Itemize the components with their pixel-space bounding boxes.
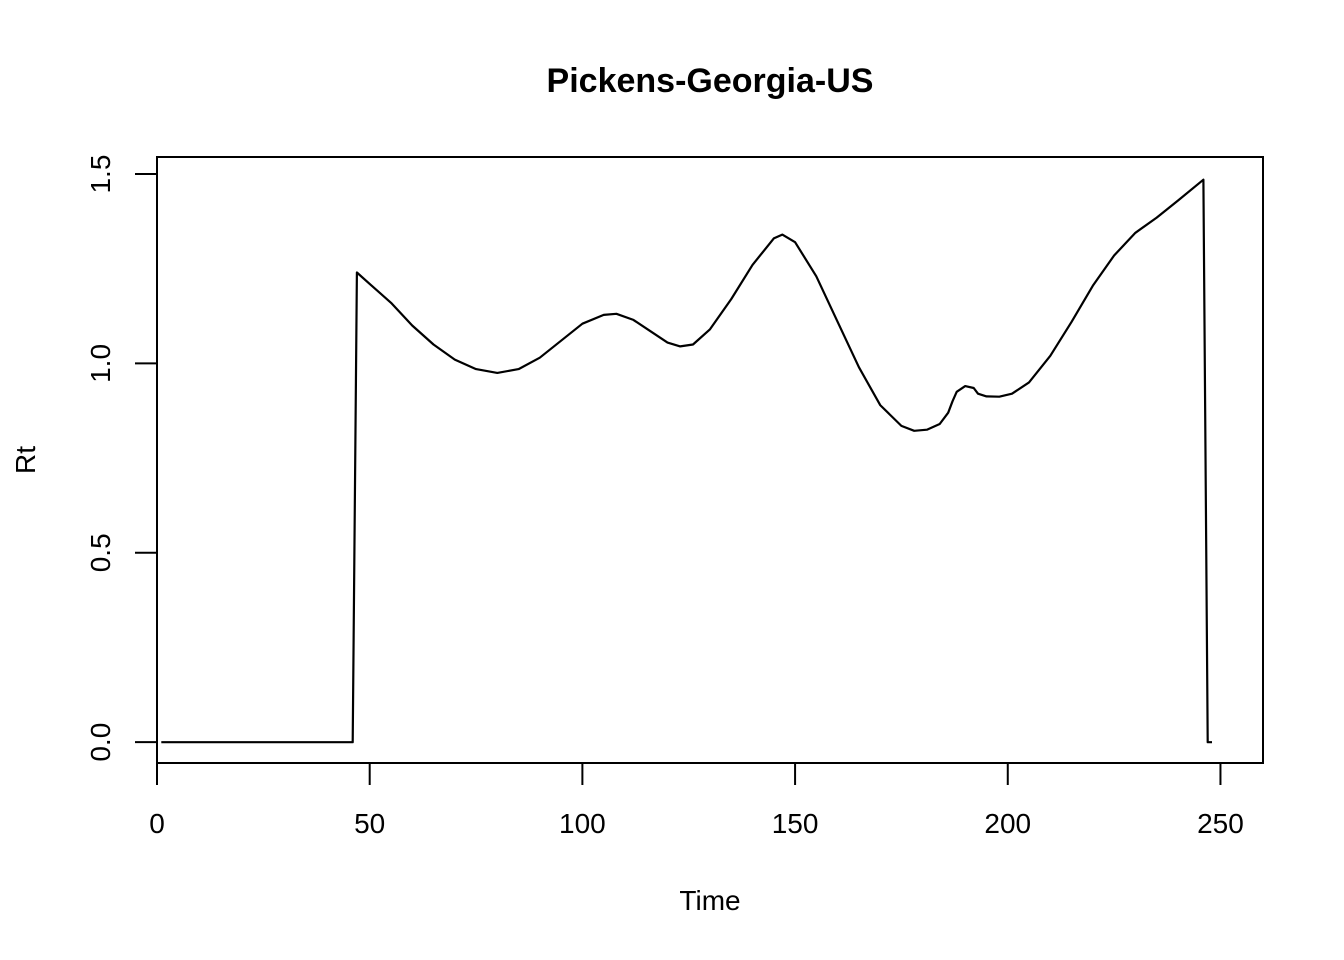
x-tick-label: 200 xyxy=(984,808,1031,839)
x-tick-label: 100 xyxy=(559,808,606,839)
x-tick-label: 0 xyxy=(149,808,165,839)
y-tick-label: 0.0 xyxy=(85,723,116,762)
x-tick-label: 250 xyxy=(1197,808,1244,839)
y-tick-label: 1.0 xyxy=(85,344,116,383)
x-tick-label: 150 xyxy=(772,808,819,839)
chart-title: Pickens-Georgia-US xyxy=(547,62,874,100)
y-tick-label: 0.5 xyxy=(85,533,116,572)
x-axis-label: Time xyxy=(679,885,740,916)
y-axis-label: Rt xyxy=(10,446,41,474)
series-line xyxy=(161,178,1212,744)
x-tick-label: 50 xyxy=(354,808,385,839)
plot-frame xyxy=(156,156,1264,764)
y-axis: 0.0 0.5 1.0 1.5 xyxy=(85,155,158,762)
x-axis: 0 50 100 150 200 250 xyxy=(149,762,1244,839)
y-tick-label: 1.5 xyxy=(85,155,116,194)
